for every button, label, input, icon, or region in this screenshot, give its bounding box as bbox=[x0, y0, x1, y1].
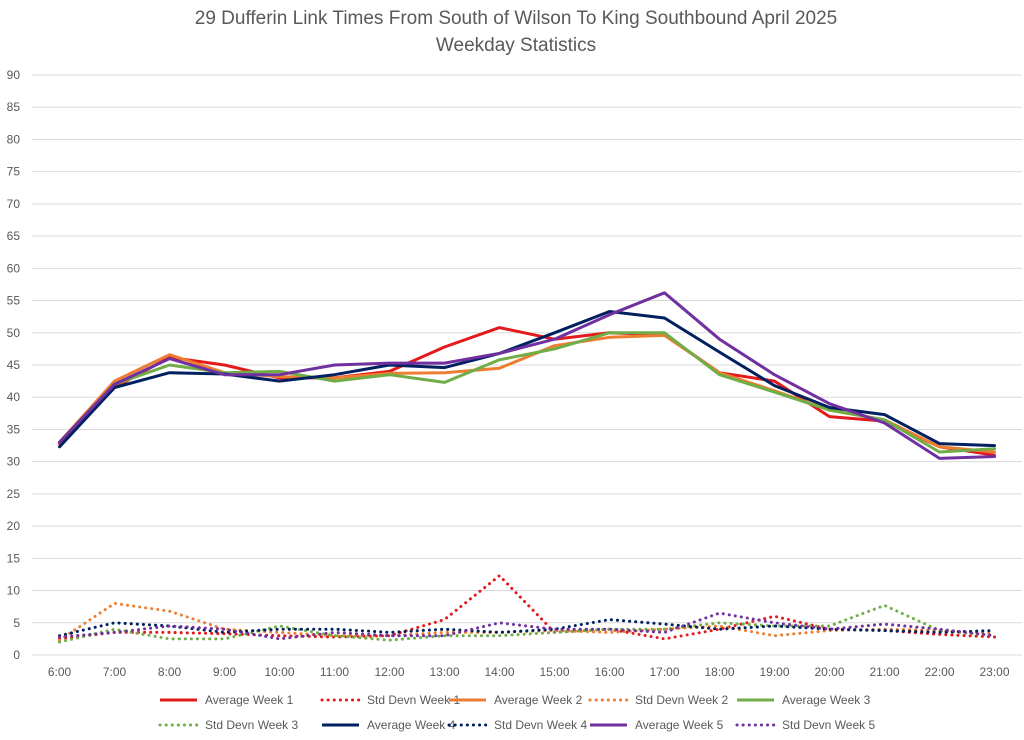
series-line-average-week-5 bbox=[58, 291, 996, 460]
y-tick-label: 5 bbox=[13, 616, 20, 630]
y-tick-label: 0 bbox=[13, 648, 20, 662]
x-tick-label: 18:00 bbox=[704, 665, 734, 679]
legend-item: Average Week 4 bbox=[322, 718, 456, 732]
legend-item: Std Devn Week 4 bbox=[447, 718, 587, 732]
x-tick-label: 8:00 bbox=[158, 665, 182, 679]
y-tick-label: 20 bbox=[7, 519, 21, 533]
legend-item: Std Devn Week 5 bbox=[735, 718, 875, 732]
y-tick-label: 25 bbox=[7, 487, 21, 501]
chart-title: 29 Dufferin Link Times From South of Wil… bbox=[195, 8, 838, 29]
x-tick-label: 16:00 bbox=[594, 665, 624, 679]
y-tick-label: 15 bbox=[7, 551, 21, 565]
series-line-std-devn-week-5 bbox=[58, 611, 996, 641]
y-tick-label: 90 bbox=[7, 68, 21, 82]
y-tick-label: 45 bbox=[7, 358, 21, 372]
legend-label: Std Devn Week 2 bbox=[635, 693, 728, 707]
x-tick-label: 15:00 bbox=[539, 665, 569, 679]
x-tick-label: 7:00 bbox=[103, 665, 127, 679]
x-tick-label: 21:00 bbox=[869, 665, 899, 679]
x-tick-label: 20:00 bbox=[814, 665, 844, 679]
series-line-std-devn-week-2 bbox=[58, 601, 996, 642]
legend-item: Average Week 5 bbox=[590, 718, 724, 732]
legend-item: Average Week 2 bbox=[449, 693, 583, 707]
y-tick-label: 50 bbox=[7, 326, 21, 340]
series-line-std-devn-week-3 bbox=[58, 603, 996, 644]
x-tick-label: 10:00 bbox=[264, 665, 294, 679]
legend-label: Std Devn Week 1 bbox=[367, 693, 460, 707]
series-lines bbox=[58, 291, 996, 644]
chart-subtitle: Weekday Statistics bbox=[436, 35, 596, 56]
y-tick-label: 40 bbox=[7, 390, 21, 404]
x-tick-label: 13:00 bbox=[429, 665, 459, 679]
legend-item: Average Week 3 bbox=[737, 693, 871, 707]
legend-item: Std Devn Week 3 bbox=[158, 718, 298, 732]
series-line-std-devn-week-4 bbox=[58, 618, 996, 638]
x-tick-label: 23:00 bbox=[979, 665, 1009, 679]
gridlines bbox=[32, 74, 1022, 656]
x-tick-label: 12:00 bbox=[374, 665, 404, 679]
legend-label: Std Devn Week 4 bbox=[494, 718, 587, 732]
x-tick-label: 6:00 bbox=[48, 665, 72, 679]
series-line-average-week-4 bbox=[58, 310, 996, 449]
y-tick-label: 55 bbox=[7, 294, 21, 308]
y-tick-label: 75 bbox=[7, 165, 21, 179]
y-tick-label: 30 bbox=[7, 455, 21, 469]
series-line-average-week-1 bbox=[58, 326, 996, 457]
y-tick-label: 80 bbox=[7, 132, 21, 146]
legend-label: Average Week 2 bbox=[494, 693, 583, 707]
legend-label: Average Week 4 bbox=[367, 718, 456, 732]
legend-label: Average Week 3 bbox=[782, 693, 871, 707]
legend-item: Std Devn Week 1 bbox=[320, 693, 460, 707]
y-tick-label: 85 bbox=[7, 100, 21, 114]
y-tick-label: 65 bbox=[7, 229, 21, 243]
legend-item: Average Week 1 bbox=[160, 693, 294, 707]
x-axis-ticks: 6:00 7:00 8:00 9:00 10:00 11:00 12:00 13:00 14:0… bbox=[48, 665, 1010, 679]
y-tick-label: 35 bbox=[7, 422, 21, 436]
x-tick-label: 9:00 bbox=[213, 665, 237, 679]
y-axis-ticks: 0 5 10 15 20 25 30 35 40 45 50 55 60 65 70 75 80 85 90 bbox=[7, 68, 21, 662]
x-tick-label: 17:00 bbox=[649, 665, 679, 679]
y-tick-label: 60 bbox=[7, 261, 21, 275]
legend-item: Std Devn Week 2 bbox=[588, 693, 728, 707]
x-tick-label: 11:00 bbox=[320, 665, 349, 679]
y-tick-label: 70 bbox=[7, 197, 21, 211]
legend-label: Std Devn Week 5 bbox=[782, 718, 875, 732]
x-tick-label: 14:00 bbox=[484, 665, 514, 679]
y-tick-label: 10 bbox=[7, 584, 21, 598]
legend-label: Average Week 5 bbox=[635, 718, 724, 732]
legend-label: Average Week 1 bbox=[205, 693, 294, 707]
legend: Average Week 1 Std Devn Week 1 Average Wee… bbox=[158, 693, 875, 732]
x-tick-label: 19:00 bbox=[759, 665, 789, 679]
x-tick-label: 22:00 bbox=[924, 665, 954, 679]
series-line-average-week-3 bbox=[58, 331, 996, 454]
legend-label: Std Devn Week 3 bbox=[205, 718, 298, 732]
